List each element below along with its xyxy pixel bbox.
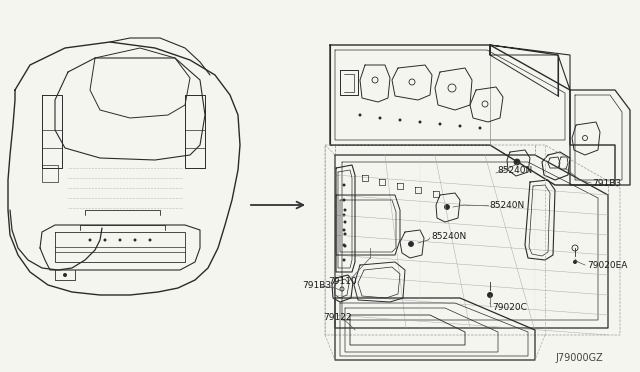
Circle shape: [399, 119, 401, 122]
Circle shape: [134, 238, 136, 241]
Text: 79110: 79110: [328, 278, 356, 286]
Text: 79020C: 79020C: [492, 302, 527, 311]
Circle shape: [342, 259, 346, 262]
Circle shape: [63, 273, 67, 277]
Circle shape: [342, 244, 346, 247]
Circle shape: [573, 260, 577, 264]
Circle shape: [148, 238, 152, 241]
Circle shape: [88, 238, 92, 241]
Circle shape: [104, 238, 106, 241]
Text: 85240N: 85240N: [489, 201, 524, 209]
Circle shape: [378, 116, 381, 119]
Circle shape: [344, 221, 346, 224]
Circle shape: [344, 244, 346, 247]
Circle shape: [438, 122, 442, 125]
Text: 85240N: 85240N: [431, 231, 467, 241]
Circle shape: [445, 205, 449, 209]
Circle shape: [458, 125, 461, 128]
Circle shape: [344, 208, 346, 212]
Text: 791B3: 791B3: [592, 179, 621, 187]
Text: 79020EA: 79020EA: [587, 260, 627, 269]
Circle shape: [344, 232, 346, 235]
Circle shape: [118, 238, 122, 241]
Text: 791B3: 791B3: [302, 282, 331, 291]
Circle shape: [358, 113, 362, 116]
Circle shape: [408, 241, 413, 247]
Text: 79122: 79122: [323, 314, 351, 323]
Circle shape: [342, 183, 346, 186]
Circle shape: [514, 159, 520, 165]
Circle shape: [479, 126, 481, 129]
Circle shape: [342, 214, 346, 217]
Circle shape: [419, 121, 422, 124]
Circle shape: [487, 292, 493, 298]
Text: 85240N: 85240N: [497, 166, 532, 174]
Circle shape: [342, 228, 346, 231]
Circle shape: [342, 199, 346, 202]
Text: J79000GZ: J79000GZ: [555, 353, 603, 363]
